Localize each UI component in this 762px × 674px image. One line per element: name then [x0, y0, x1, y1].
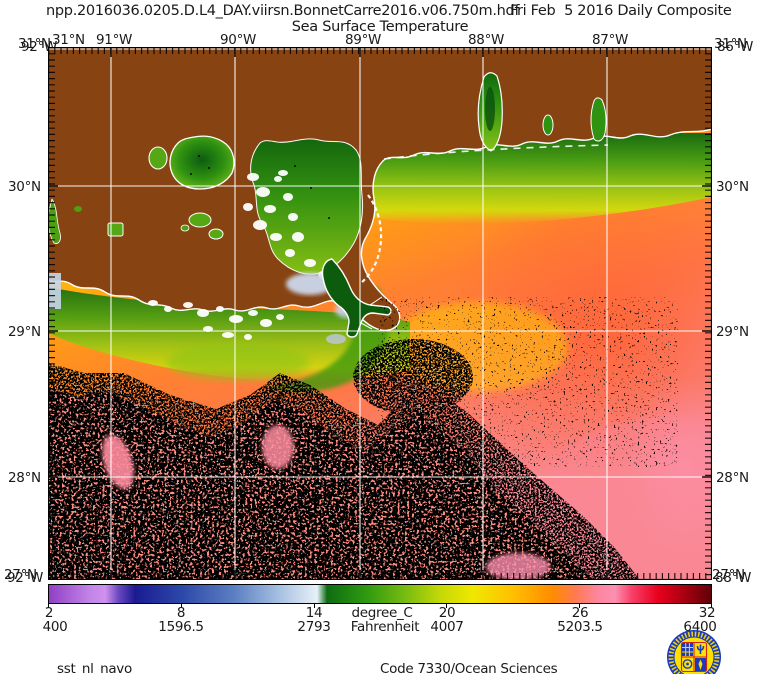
sst-map: [47, 46, 762, 617]
colorbar-tick: [48, 604, 49, 608]
celsius-tick-label: 20: [438, 605, 456, 621]
chandeleur-islands: [360, 194, 383, 284]
axis-label-31n-top: 31°N: [52, 32, 85, 48]
composite-date: Fri Feb 5 2016 Daily Composite: [510, 3, 732, 19]
corner-lon-label: 92°W: [7, 570, 44, 586]
fahrenheit-unit-label: Fahrenheit: [350, 619, 420, 635]
corner-label-top-right: 31°N 86°W: [714, 36, 762, 55]
axis-label-90w: 90°W: [220, 32, 257, 48]
axis-label-28n-left: 28°N: [8, 470, 41, 486]
celsius-tick-label: 26: [571, 605, 589, 621]
colorbar-tick: [579, 604, 580, 608]
fahrenheit-scale-row: 400 1596.5 2793 Fahrenheit 4007 5203.5 6…: [0, 619, 762, 635]
edge-tick-marks: [48, 47, 712, 580]
axis-label-89w: 89°W: [345, 32, 382, 48]
axis-label-30n-left: 30°N: [8, 179, 41, 195]
colorbar-tick: [446, 604, 447, 608]
corner-label-bottom-left: 27°N 92°W: [4, 567, 56, 586]
graticule-grid: [48, 47, 712, 580]
celsius-tick-label: 32: [698, 605, 716, 621]
celsius-unit-label: degree_C: [351, 605, 413, 621]
axis-label-87w: 87°W: [592, 32, 629, 48]
axis-label-28n-right: 28°N: [716, 470, 749, 486]
fahrenheit-tick-label: 5203.5: [557, 619, 603, 635]
corner-lat-label: 27°N: [4, 567, 37, 583]
axis-label-88w: 88°W: [468, 32, 505, 48]
lake-maurepas: [148, 146, 168, 170]
small-lake: [180, 224, 190, 232]
celsius-tick-label: 8: [176, 605, 186, 621]
small-lake: [188, 212, 212, 228]
cloud-mask-fringe: [48, 363, 640, 580]
fahrenheit-tick-label: 1596.5: [158, 619, 204, 635]
product-info-block: sst_nl_navo BonnetCarre2016 (VIIRSN-npp)…: [57, 631, 258, 674]
fahrenheit-tick-label: 4007: [430, 619, 464, 635]
temperature-colorbar: [48, 584, 712, 604]
nrl-seal-logo: [666, 629, 722, 674]
bay-inlet-east: [590, 97, 607, 142]
axis-label-91w: 91°W: [96, 32, 133, 48]
corner-lon-label: 88°W: [715, 570, 752, 586]
corner-lat-label: 31°N: [18, 36, 51, 52]
colorbar-tick: [711, 604, 712, 608]
lake-pontchartrain: [169, 135, 235, 190]
plot-title: Sea Surface Temperature: [291, 19, 469, 35]
fahrenheit-tick-label: 2793: [297, 619, 331, 635]
axis-label-29n-right: 29°N: [716, 324, 749, 340]
hdf-filename: npp.2016036.0205.D.L4_DAY.viirsn.BonnetC…: [46, 3, 520, 19]
small-lake: [208, 228, 224, 240]
corner-lon-label: 86°W: [717, 39, 754, 55]
celsius-tick-label: 2: [44, 605, 54, 621]
corner-label-bottom-right: 27°N 88°W: [712, 567, 762, 586]
org-code: Code 7330/Ocean Sciences: [380, 661, 558, 674]
colorbar-tick: [314, 604, 315, 608]
celsius-tick-label: 14: [305, 605, 323, 621]
celsius-scale-row: 2 8 14 degree_C 20 26 32: [0, 605, 762, 621]
product-name: sst_nl_navo: [57, 661, 132, 674]
organization-block: Code 7330/Ocean Sciences Naval Research …: [380, 631, 558, 674]
marsh-speckles: [148, 170, 328, 340]
barrier-islands: [383, 144, 609, 160]
colorbar-tick: [181, 604, 182, 608]
corner-lat-label: 31°N: [714, 36, 747, 52]
bay-inlet: [542, 114, 554, 136]
sst-map-image: [47, 46, 762, 617]
axis-label-30n-right: 30°N: [716, 179, 749, 195]
map-frame: [47, 46, 713, 581]
cloud-mask: [48, 297, 678, 581]
axis-label-29n-left: 29°N: [8, 324, 41, 340]
fahrenheit-tick-label: 400: [42, 619, 68, 635]
corner-lat-label: 27°N: [712, 567, 745, 583]
seal-shield: [680, 641, 708, 673]
